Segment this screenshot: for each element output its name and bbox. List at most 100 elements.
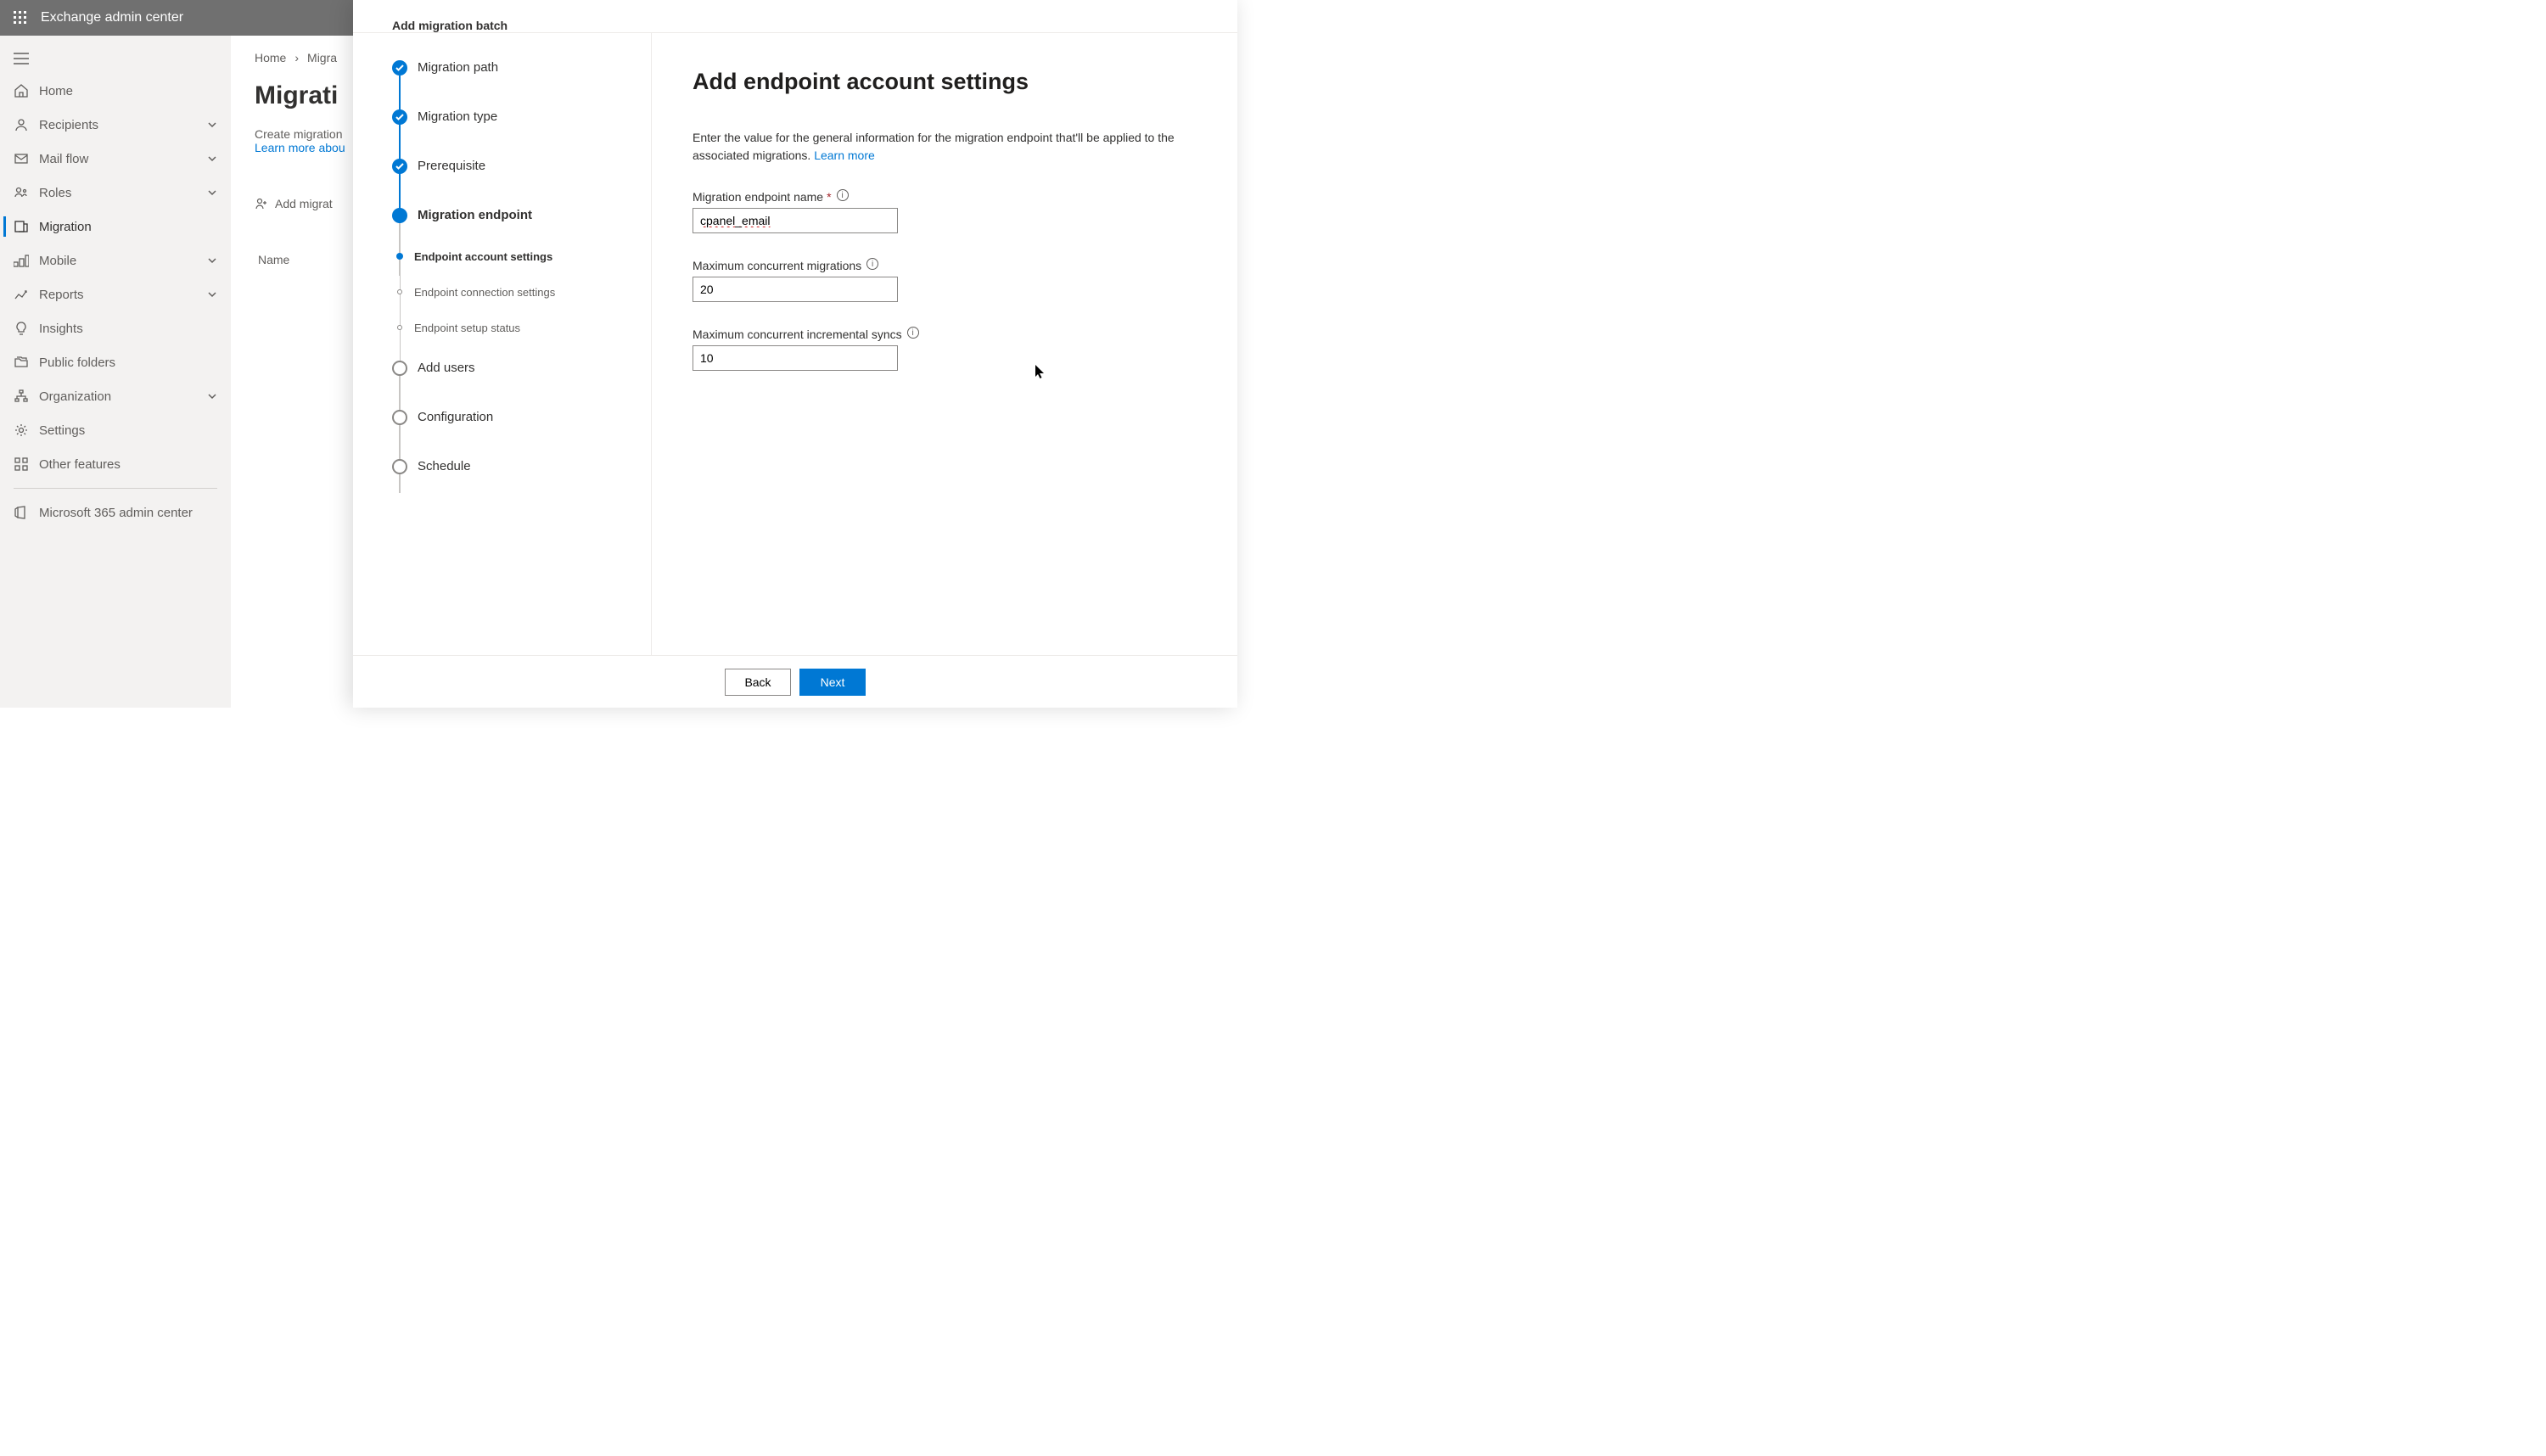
content-title: Add endpoint account settings xyxy=(693,69,1197,95)
sidebar-item-label: Other features xyxy=(39,457,217,472)
m365-icon xyxy=(14,505,29,520)
substep-marker-icon xyxy=(396,253,403,260)
bulb-icon xyxy=(14,321,29,336)
field-max-migrations: Maximum concurrent migrations i xyxy=(693,259,1197,302)
learn-more-link[interactable]: Learn more xyxy=(814,148,875,162)
sidebar-item-m365[interactable]: Microsoft 365 admin center xyxy=(0,496,231,529)
step-configuration[interactable]: Configuration xyxy=(392,410,624,459)
hamburger-icon[interactable] xyxy=(0,46,231,74)
home-icon xyxy=(14,83,29,98)
step-schedule[interactable]: Schedule xyxy=(392,459,624,508)
substeps: Endpoint account settings Endpoint conne… xyxy=(397,238,624,345)
panel-footer: Back Next xyxy=(353,655,1237,708)
info-icon[interactable]: i xyxy=(866,258,878,270)
sidebar-item-home[interactable]: Home xyxy=(0,74,231,108)
sidebar-item-roles[interactable]: Roles xyxy=(0,176,231,210)
mobile-icon xyxy=(14,253,29,268)
add-person-icon xyxy=(255,197,268,210)
breadcrumb-current: Migra xyxy=(307,51,337,64)
migration-icon xyxy=(14,219,29,234)
content-description-text: Enter the value for the general informat… xyxy=(693,131,1175,162)
substep-setup-status[interactable]: Endpoint setup status xyxy=(397,310,624,345)
substep-connection-settings[interactable]: Endpoint connection settings xyxy=(397,274,624,310)
sidebar-item-label: Home xyxy=(39,84,217,98)
gear-icon xyxy=(14,423,29,438)
sidebar-divider xyxy=(14,488,217,489)
max-migrations-input[interactable] xyxy=(693,277,898,302)
step-add-users[interactable]: Add users xyxy=(392,361,624,410)
panel-content: Add endpoint account settings Enter the … xyxy=(652,33,1237,655)
max-syncs-input[interactable] xyxy=(693,345,898,371)
step-migration-type[interactable]: Migration type xyxy=(392,109,624,159)
label-text: Maximum concurrent incremental syncs xyxy=(693,328,902,341)
sidebar-item-label: Settings xyxy=(39,423,217,438)
sidebar-item-label: Public folders xyxy=(39,356,217,370)
substep-label: Endpoint setup status xyxy=(414,322,520,334)
upcoming-step-icon xyxy=(392,459,407,474)
sidebar-item-settings[interactable]: Settings xyxy=(0,413,231,447)
chevron-down-icon xyxy=(207,154,217,164)
check-icon xyxy=(392,159,407,174)
org-icon xyxy=(14,389,29,404)
breadcrumb-home[interactable]: Home xyxy=(255,51,286,64)
sidebar-item-label: Recipients xyxy=(39,118,207,132)
back-button[interactable]: Back xyxy=(725,669,791,696)
step-label: Configuration xyxy=(418,410,493,424)
field-endpoint-name: Migration endpoint name * i xyxy=(693,190,1197,233)
sidebar-item-label: Mobile xyxy=(39,254,207,268)
max-syncs-label: Maximum concurrent incremental syncs i xyxy=(693,328,1197,341)
sidebar-item-mobile[interactable]: Mobile xyxy=(0,244,231,277)
sidebar-item-organization[interactable]: Organization xyxy=(0,379,231,413)
current-step-icon xyxy=(392,208,407,223)
chevron-down-icon xyxy=(207,120,217,130)
chevron-down-icon xyxy=(207,255,217,266)
step-migration-endpoint[interactable]: Migration endpoint xyxy=(392,208,624,242)
label-text: Maximum concurrent migrations xyxy=(693,259,861,272)
sidebar-item-label: Roles xyxy=(39,186,207,200)
substep-label: Endpoint account settings xyxy=(414,250,552,263)
add-migration-label: Add migrat xyxy=(275,197,333,210)
sidebar-item-reports[interactable]: Reports xyxy=(0,277,231,311)
label-text: Migration endpoint name xyxy=(693,190,823,204)
chevron-right-icon: › xyxy=(294,51,299,64)
sidebar-item-recipients[interactable]: Recipients xyxy=(0,108,231,142)
endpoint-name-input[interactable] xyxy=(693,208,898,233)
panel-body: Migration path Migration type Prerequisi… xyxy=(353,32,1237,655)
sidebar-item-label: Mail flow xyxy=(39,152,207,166)
step-label: Migration path xyxy=(418,60,498,75)
endpoint-name-label: Migration endpoint name * i xyxy=(693,190,1197,204)
sidebar-item-mailflow[interactable]: Mail flow xyxy=(0,142,231,176)
substep-account-settings[interactable]: Endpoint account settings xyxy=(397,238,624,274)
chevron-down-icon xyxy=(207,289,217,300)
field-max-syncs: Maximum concurrent incremental syncs i xyxy=(693,328,1197,371)
upcoming-step-icon xyxy=(392,361,407,376)
info-icon[interactable]: i xyxy=(837,189,849,201)
content-description: Enter the value for the general informat… xyxy=(693,129,1197,165)
folders-icon xyxy=(14,355,29,370)
sidebar-item-publicfolders[interactable]: Public folders xyxy=(0,345,231,379)
step-prerequisite[interactable]: Prerequisite xyxy=(392,159,624,208)
sidebar-item-label: Microsoft 365 admin center xyxy=(39,506,217,520)
grid-icon xyxy=(14,456,29,472)
app-launcher-icon[interactable] xyxy=(7,4,34,31)
topbar-title: Exchange admin center xyxy=(41,10,183,25)
sidebar-item-other[interactable]: Other features xyxy=(0,447,231,481)
sidebar: Home Recipients Mail flow Roles Migratio… xyxy=(0,36,231,708)
info-icon[interactable]: i xyxy=(907,327,919,339)
sidebar-item-insights[interactable]: Insights xyxy=(0,311,231,345)
next-button[interactable]: Next xyxy=(799,669,866,696)
roles-icon xyxy=(14,185,29,200)
required-asterisk: * xyxy=(827,190,831,204)
check-icon xyxy=(392,60,407,76)
chevron-down-icon xyxy=(207,391,217,401)
migration-panel: Add migration batch Migration path Migra… xyxy=(353,0,1237,708)
substep-marker-icon xyxy=(397,289,402,294)
reports-icon xyxy=(14,287,29,302)
sidebar-item-label: Migration xyxy=(39,220,217,234)
step-label: Migration endpoint xyxy=(418,208,532,222)
chevron-down-icon xyxy=(207,188,217,198)
sidebar-item-label: Insights xyxy=(39,322,217,336)
person-icon xyxy=(14,117,29,132)
sidebar-item-migration[interactable]: Migration xyxy=(0,210,231,244)
step-migration-path[interactable]: Migration path xyxy=(392,60,624,109)
